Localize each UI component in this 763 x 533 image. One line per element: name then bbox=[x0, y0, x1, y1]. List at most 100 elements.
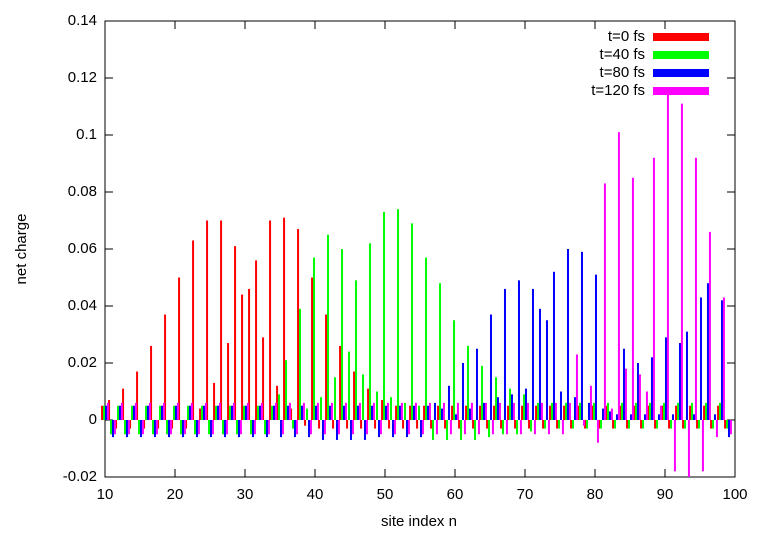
bar bbox=[701, 420, 704, 472]
bar bbox=[482, 402, 485, 420]
bar bbox=[542, 420, 545, 429]
bar bbox=[297, 229, 300, 420]
bar bbox=[150, 345, 153, 420]
bar bbox=[216, 405, 219, 420]
bar bbox=[176, 402, 179, 420]
bar bbox=[692, 414, 695, 420]
bar bbox=[104, 405, 107, 420]
bar bbox=[171, 420, 174, 429]
bar bbox=[342, 405, 345, 420]
bar bbox=[453, 320, 456, 420]
bar bbox=[575, 354, 578, 420]
bar bbox=[545, 320, 548, 420]
x-tick-label: 40 bbox=[307, 486, 324, 503]
bar bbox=[363, 420, 366, 440]
bar bbox=[552, 271, 555, 420]
bar bbox=[624, 368, 627, 420]
bar bbox=[155, 420, 158, 435]
bar bbox=[169, 420, 172, 435]
bar bbox=[503, 288, 506, 420]
legend-label: t=0 fs bbox=[608, 28, 645, 45]
bar bbox=[197, 420, 200, 435]
y-tick-label: 0.06 bbox=[68, 240, 97, 257]
bar bbox=[209, 420, 212, 438]
bar bbox=[148, 402, 151, 420]
bar bbox=[143, 420, 146, 429]
bar bbox=[309, 420, 312, 435]
bar bbox=[162, 402, 165, 420]
bar bbox=[306, 408, 309, 420]
bar bbox=[540, 402, 543, 420]
bar bbox=[376, 391, 379, 420]
bar bbox=[565, 402, 568, 420]
bar bbox=[292, 420, 295, 429]
bar bbox=[383, 211, 386, 420]
bar bbox=[246, 402, 249, 420]
bar bbox=[668, 420, 671, 429]
bar bbox=[106, 402, 109, 420]
bar bbox=[404, 402, 407, 420]
y-tick-label: -0.02 bbox=[63, 468, 97, 485]
bar bbox=[395, 405, 398, 420]
bar bbox=[244, 405, 247, 420]
bar bbox=[374, 420, 377, 429]
bar bbox=[559, 391, 562, 420]
bar bbox=[615, 414, 618, 420]
bar bbox=[360, 420, 363, 429]
x-tick-label: 50 bbox=[377, 486, 394, 503]
bar bbox=[222, 420, 225, 435]
bar bbox=[696, 420, 699, 429]
bar bbox=[286, 405, 289, 420]
bar bbox=[617, 132, 620, 420]
bar bbox=[496, 397, 499, 420]
bar bbox=[353, 371, 356, 420]
bar bbox=[524, 388, 527, 420]
bar bbox=[157, 420, 160, 429]
bar bbox=[570, 420, 573, 429]
bar bbox=[640, 420, 643, 429]
bar bbox=[689, 405, 692, 420]
bar bbox=[421, 420, 424, 435]
bar bbox=[136, 371, 139, 420]
bar bbox=[195, 420, 198, 438]
legend-swatch bbox=[653, 87, 709, 95]
bar bbox=[220, 220, 223, 420]
x-tick-label: 20 bbox=[167, 486, 184, 503]
bar bbox=[241, 294, 244, 420]
bar bbox=[418, 405, 421, 420]
bar bbox=[255, 260, 258, 420]
bar bbox=[110, 420, 113, 435]
bar bbox=[449, 420, 452, 435]
bar bbox=[174, 405, 177, 420]
bar bbox=[332, 420, 335, 429]
bar bbox=[230, 405, 233, 420]
bar bbox=[129, 420, 132, 429]
bar bbox=[265, 420, 268, 438]
bar bbox=[271, 405, 274, 420]
bar bbox=[502, 420, 505, 435]
x-tick-label: 90 bbox=[657, 486, 674, 503]
bar bbox=[650, 357, 653, 420]
bar bbox=[451, 405, 454, 420]
bar bbox=[278, 394, 281, 420]
bar bbox=[636, 363, 639, 420]
bar bbox=[330, 402, 333, 420]
bar bbox=[727, 420, 730, 438]
bar bbox=[206, 220, 209, 420]
bar bbox=[460, 420, 463, 440]
x-axis-label: site index n bbox=[381, 513, 457, 530]
x-tick-label: 10 bbox=[97, 486, 114, 503]
bar bbox=[381, 400, 384, 420]
bar bbox=[239, 420, 242, 435]
bar bbox=[250, 420, 253, 435]
bar bbox=[397, 209, 400, 420]
bar bbox=[643, 414, 646, 420]
bar bbox=[610, 408, 613, 420]
bar bbox=[125, 420, 128, 438]
bar bbox=[563, 405, 566, 420]
bar bbox=[519, 420, 522, 435]
bar bbox=[138, 420, 141, 435]
bar bbox=[670, 420, 673, 429]
bar bbox=[316, 402, 319, 420]
bar bbox=[573, 397, 576, 420]
